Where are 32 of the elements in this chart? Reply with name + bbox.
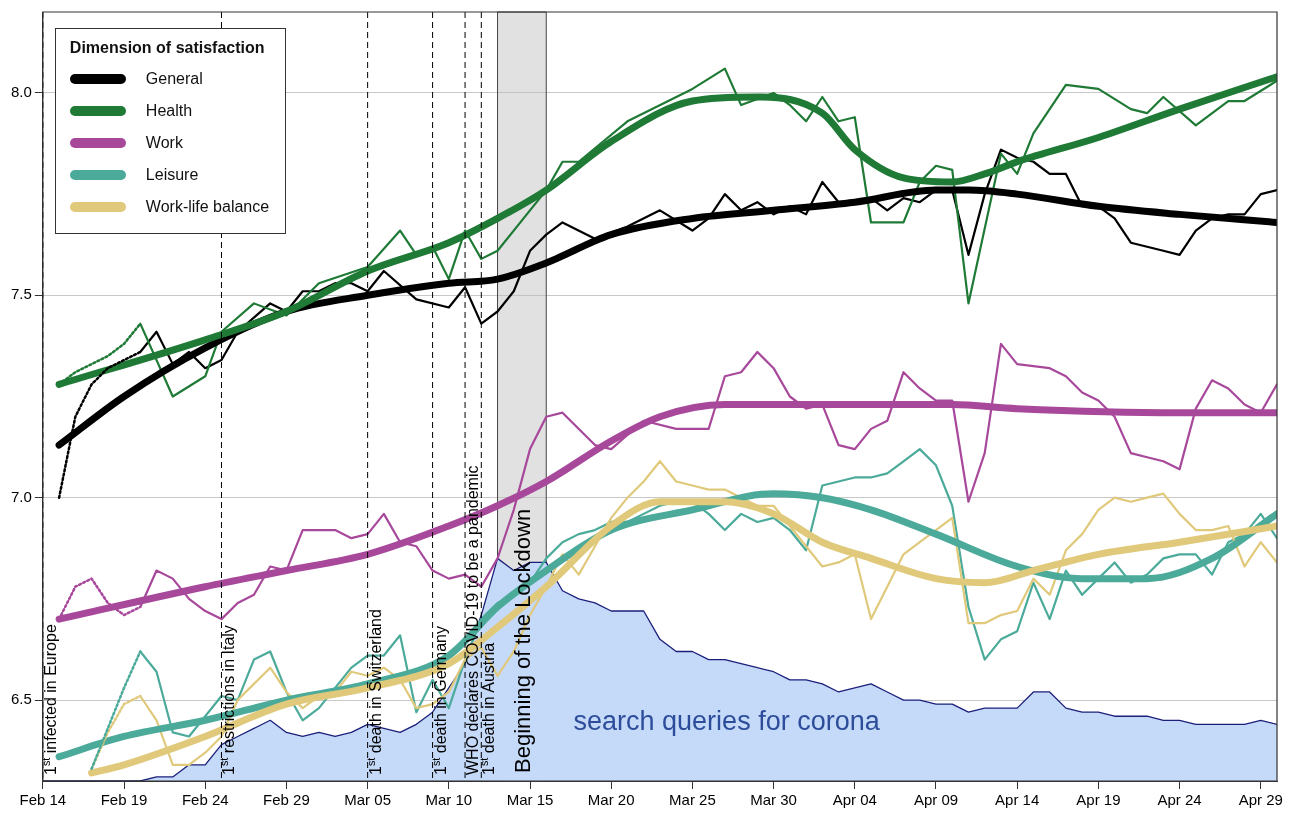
x-tick-label: Feb 19	[100, 791, 148, 809]
band-label: Beginning of the Lockdown	[509, 508, 535, 773]
ref-line-label: 1st restrictions in Italy	[218, 625, 238, 775]
x-tick-label: Apr 24	[1157, 791, 1202, 809]
legend-title: Dimension of satisfaction	[69, 39, 266, 57]
x-tick-label: Apr 14	[995, 791, 1040, 809]
y-tick-label: 6.5	[10, 690, 32, 708]
x-tick-label: Mar 05	[344, 791, 391, 809]
y-tick-label: 8.0	[10, 83, 32, 101]
x-tick-label: Apr 19	[1076, 791, 1121, 809]
annotation: search queries for corona	[573, 705, 881, 738]
x-tick-label: Feb 24	[181, 791, 229, 809]
x-tick-label: Apr 29	[1238, 791, 1283, 809]
legend-label: Leisure	[145, 166, 199, 184]
x-tick-label: Mar 30	[750, 791, 797, 809]
ref-line-label: 1st death in Germany	[429, 626, 449, 775]
x-tick-label: Apr 09	[913, 791, 959, 809]
x-tick-label: Mar 15	[506, 791, 554, 809]
ref-line-label: 1st infected in Europe	[39, 624, 59, 775]
x-tick-label: Feb 14	[19, 791, 67, 809]
legend-label: Health	[145, 102, 193, 120]
x-tick-label: Feb 29	[263, 791, 310, 809]
x-tick-label: Mar 25	[669, 791, 716, 809]
legend-label: General	[145, 70, 203, 88]
legend-label: Work	[145, 134, 183, 152]
legend-label: Work-life balance	[145, 198, 270, 216]
x-tick-label: Apr 04	[832, 791, 877, 809]
y-tick-label: 7.0	[10, 487, 32, 505]
ref-line-label: 1st death in Switzerland	[364, 609, 384, 775]
x-tick-label: Mar 20	[587, 791, 635, 809]
y-tick-label: 7.5	[10, 285, 32, 303]
x-tick-label: Mar 10	[425, 791, 473, 809]
